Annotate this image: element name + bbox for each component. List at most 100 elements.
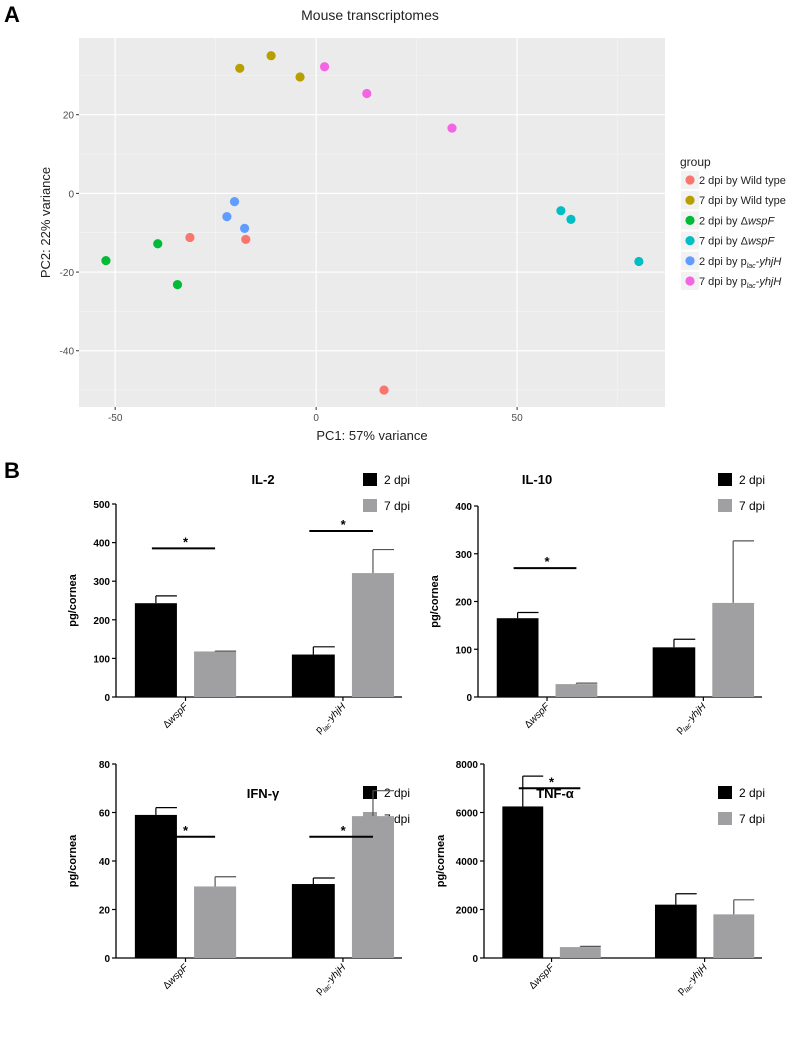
y-tick-label: 0: [472, 954, 478, 965]
y-tick-label: 0: [104, 954, 110, 965]
significance-star: *: [341, 823, 347, 838]
plot-panel: [79, 38, 665, 407]
label-subscript: lac: [747, 283, 756, 290]
y-tick-label: 300: [455, 550, 472, 561]
label-italic: wspF: [166, 701, 191, 726]
label-italic: wspF: [166, 962, 191, 987]
legend-label: 7 dpi: [739, 812, 765, 826]
chart-title: TNF-α: [536, 786, 574, 801]
bar: [134, 814, 177, 958]
x-tick-label: plac-yhjH: [675, 962, 712, 999]
legend-marker: [685, 236, 695, 246]
bar: [555, 684, 598, 697]
x-tick-label: 50: [512, 413, 524, 424]
y-tick-label: -40: [60, 347, 75, 358]
bar: [652, 647, 696, 697]
legend-label: 7 dpi by Wild type: [699, 195, 786, 207]
significance-star: *: [544, 554, 550, 569]
bar: [291, 884, 335, 958]
label-italic: wspF: [532, 962, 557, 987]
bar: [712, 602, 755, 697]
data-point: [241, 234, 251, 245]
legend-marker: [685, 195, 695, 205]
label-subscript: lac: [682, 722, 694, 734]
bar: [559, 947, 601, 958]
data-point: [634, 256, 644, 267]
label-subscript: lac: [322, 722, 334, 734]
y-axis-label: pg/cornea: [67, 573, 79, 626]
data-point: [379, 385, 389, 395]
legend-label: 2 dpi: [384, 786, 410, 800]
significance-star: *: [183, 534, 189, 549]
x-tick-label: ΔwspF: [161, 701, 191, 731]
label-italic: -yhjH: [756, 276, 782, 288]
legend-swatch: [718, 473, 732, 486]
y-tick-label: 0: [68, 189, 74, 200]
x-tick-label: plac-yhjH: [314, 701, 351, 738]
label-italic: -yhjH: [324, 962, 349, 987]
bar: [134, 603, 177, 697]
bar: [496, 618, 539, 697]
legend-marker: [685, 215, 695, 225]
bar-chart-il-2: IL-2 2 dpi 7 dpi 0 100 200 300 400 500 pg/cornea Δ…: [67, 472, 410, 738]
data-point: [239, 223, 250, 234]
legend-swatch: [718, 786, 732, 799]
y-tick-label: 6000: [456, 809, 479, 820]
data-point: [153, 239, 163, 249]
y-tick-label: 40: [99, 857, 111, 868]
bar-chart-tnf-: TNF-α 2 dpi 7 dpi 0 2000 4000 6000 8000 pg/corne…: [435, 760, 765, 999]
data-point: [362, 88, 372, 99]
legend-label: 2 dpi by Wild type: [699, 175, 786, 187]
y-tick-label: 400: [455, 502, 472, 513]
significance-star: *: [549, 774, 555, 789]
data-point: [266, 51, 276, 61]
y-tick-label: 8000: [456, 760, 479, 771]
x-axis-label: PC1: 57% variance: [316, 428, 427, 443]
bar: [351, 816, 394, 958]
legend-marker: [685, 276, 695, 286]
x-tick-label: ΔwspF: [527, 962, 557, 992]
label-part: 2 dpi by Wild type: [699, 175, 786, 187]
label-italic: wspF: [748, 236, 776, 248]
y-tick-label: 300: [93, 577, 110, 588]
y-tick-label: 60: [99, 809, 111, 820]
data-point: [101, 256, 111, 266]
y-tick-label: 20: [63, 111, 75, 122]
bar-chart-il-10: IL-10 2 dpi 7 dpi 0 100 200 300 400 pg/cornea Δws…: [429, 472, 765, 736]
y-tick-label: 2000: [456, 906, 479, 917]
significance-star: *: [341, 517, 347, 532]
label-subscript: lac: [683, 983, 695, 995]
chart-title: IL-2: [251, 472, 274, 487]
panel-label-b: B: [4, 458, 20, 483]
label-subscript: lac: [747, 263, 756, 270]
label-part: 2 dpi by p: [699, 256, 747, 268]
y-tick-label: 80: [99, 760, 111, 771]
legend-marker: [685, 256, 695, 266]
y-tick-label: 400: [93, 539, 110, 550]
y-axis-label: pg/cornea: [429, 574, 441, 627]
legend-marker: [685, 175, 695, 185]
x-tick-label: -50: [108, 413, 123, 424]
y-tick-label: 100: [93, 654, 110, 665]
legend-swatch: [718, 499, 732, 512]
legend-swatch: [363, 786, 377, 799]
label-italic: -yhjH: [685, 962, 710, 987]
label-italic: -yhjH: [324, 701, 349, 726]
legend-swatch: [363, 499, 377, 512]
y-tick-label: 0: [466, 693, 472, 704]
bar: [502, 806, 544, 958]
data-point: [447, 123, 457, 133]
legend-label: 2 dpi by plac-yhjH: [699, 256, 781, 270]
legend-title: group: [680, 155, 711, 169]
legend-label: 7 dpi by ΔwspF: [699, 236, 775, 248]
data-point: [222, 211, 232, 222]
legend-swatch: [718, 812, 732, 825]
label-part: 7 dpi by Δ: [699, 236, 749, 248]
data-point: [556, 206, 566, 216]
label-italic: -yhjH: [684, 701, 709, 726]
bar: [194, 651, 237, 697]
label-part: 7 dpi by Wild type: [699, 195, 786, 207]
bar: [194, 886, 237, 958]
